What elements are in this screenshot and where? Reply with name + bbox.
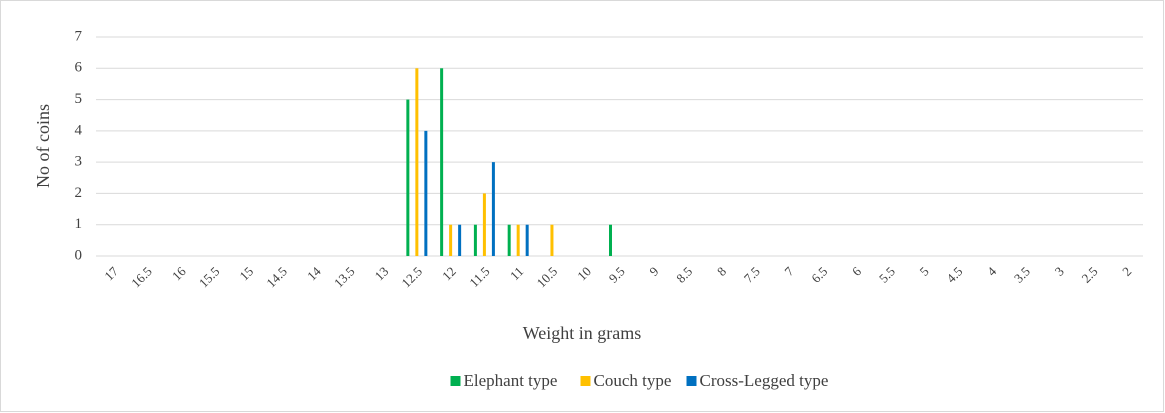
bar xyxy=(473,224,477,256)
y-tick-label: 0 xyxy=(75,247,83,263)
legend-swatch xyxy=(686,376,697,386)
y-tick-label: 6 xyxy=(75,60,83,76)
bar xyxy=(449,224,453,256)
legend-label: Couch type xyxy=(594,371,672,390)
y-tick-label: 3 xyxy=(75,154,83,170)
bar xyxy=(507,224,511,256)
bar xyxy=(415,68,419,257)
bar xyxy=(458,224,462,256)
legend-swatch xyxy=(580,376,591,386)
bar xyxy=(482,193,486,256)
bar xyxy=(491,162,495,256)
y-tick-label: 5 xyxy=(75,91,83,107)
y-tick-label: 1 xyxy=(75,216,83,232)
y-tick-label: 4 xyxy=(75,122,83,138)
y-axis-label: No of coins xyxy=(33,104,53,188)
x-axis-label: Weight in grams xyxy=(523,323,642,343)
bar xyxy=(550,224,554,256)
y-tick-label: 2 xyxy=(75,185,83,201)
bar xyxy=(406,99,410,256)
bar xyxy=(440,68,444,257)
bar xyxy=(424,130,428,256)
y-tick-label: 7 xyxy=(75,28,83,44)
legend-label: Elephant type xyxy=(464,371,558,390)
legend-swatch xyxy=(450,376,461,386)
bar xyxy=(516,224,520,256)
bar xyxy=(525,224,529,256)
bar xyxy=(609,224,612,256)
legend-label: Cross-Legged type xyxy=(700,371,829,390)
